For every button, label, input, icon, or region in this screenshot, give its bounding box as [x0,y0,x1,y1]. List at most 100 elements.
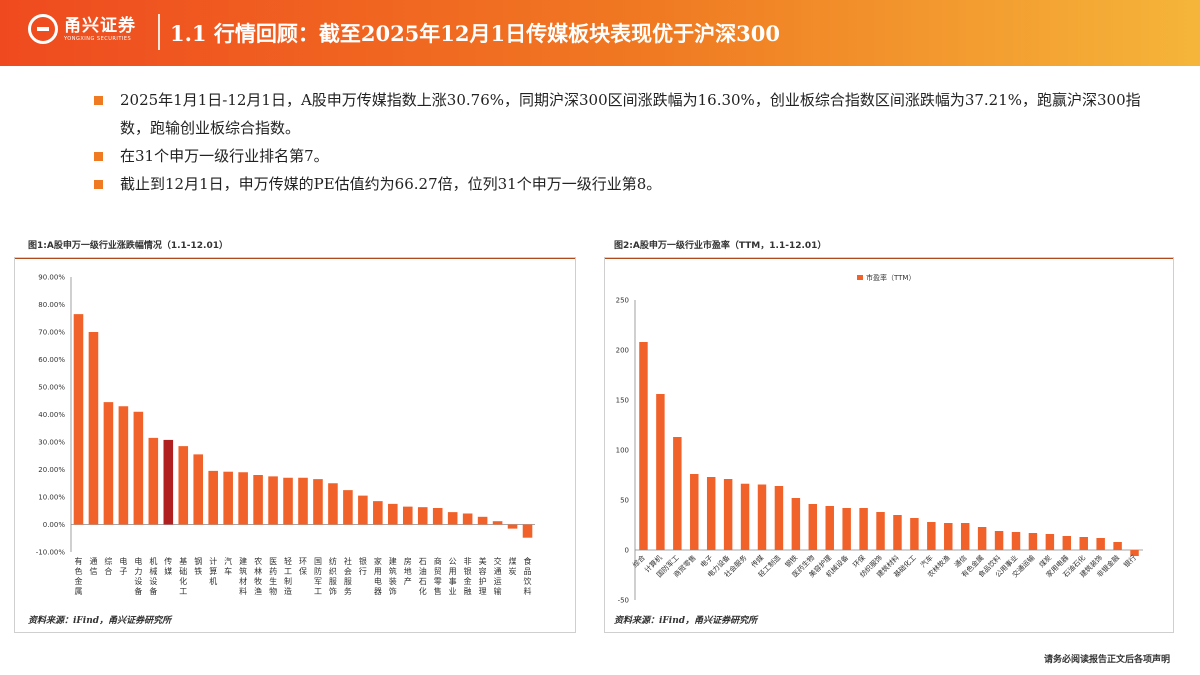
bar [358,495,368,525]
bar [193,454,204,525]
bar [298,477,308,525]
x-tick-label: 石油石化 [419,557,427,596]
logo-name: 甬兴证券 [64,15,136,36]
bar [373,501,383,525]
y-tick-label: 0.00% [43,521,66,529]
bar [842,508,851,550]
bar [343,490,353,525]
bar [944,523,953,550]
legend-swatch [857,275,863,280]
bullet-square-icon [94,180,103,189]
disclaimer-footer: 请务必阅读报告正文后各项声明 [1043,655,1170,665]
bar [283,477,293,525]
y-tick-label: 40.00% [38,411,65,419]
x-tick-label: 有色金属 [74,556,82,596]
chart1-title: 图1:A股申万一级行业涨跌幅情况（1.1-12.01） [28,241,228,251]
bar [462,513,473,525]
chart1-source: 资料来源：iFind，甬兴证券研究所 [28,616,172,626]
x-tick-label: 商贸零售 [434,556,442,596]
bar [876,512,885,550]
page-title: 1.1 行情回顾：截至2025年12月1日传媒板块表现优于沪深300 [170,21,780,46]
chart2-title: 图2:A股申万一级行业市盈率（TTM，1.1-12.01） [614,241,827,251]
y-tick-label: -10.00% [36,549,66,557]
x-tick-label: 计算机 [209,556,217,586]
x-tick-label: 银行 [359,556,367,576]
y-tick-label: 250 [616,297,629,305]
y-tick-label: 70.00% [38,329,65,337]
bar [690,474,699,550]
bar [706,477,716,550]
y-tick-label: 30.00% [38,439,65,447]
bar [492,521,503,525]
bar [673,437,682,550]
x-tick-label: 电力设备 [134,556,142,596]
bar [639,342,648,550]
bar [477,516,488,525]
x-tick-label: 房地产 [404,556,412,586]
bar [432,508,443,525]
bar [522,524,533,538]
bar [313,479,323,525]
bullet-square-icon [94,152,103,161]
y-tick-label: -50 [618,597,629,605]
x-tick-label: 农林牧渔 [254,556,262,596]
bar [88,332,99,525]
bar [417,507,428,525]
x-tick-label: 环保 [299,557,307,576]
bar [808,504,818,550]
bar [1130,550,1139,556]
bar [178,446,189,525]
bar [893,515,902,550]
bar [1079,537,1088,550]
bar [402,506,413,525]
x-tick-label: 基础化工 [179,556,187,596]
y-tick-label: 80.00% [38,301,65,309]
bar [791,498,801,550]
chart1-frame: 90.00% 80.00% 70.00% 60.00% 50.00% 40.00% 30.0… [14,257,576,633]
bar [859,508,868,550]
x-tick-label: 医药生物 [269,557,277,596]
x-tick-label: 公用事业 [449,557,457,596]
bar [825,506,834,550]
x-tick-label: 交通运输 [494,556,502,596]
bar [1045,534,1055,550]
x-tick-label: 综合 [104,556,112,576]
chart2-frame: 250 200 150 100 50 0 -50 综合 计算机 国防军工 商贸零售 电子 电力设备 社会服… [604,257,1174,633]
x-tick-label: 食品饮料 [524,556,532,596]
x-tick-label: 轻工制造 [284,556,292,596]
bar [388,503,398,525]
bar [1011,532,1021,550]
chart1-rule [14,257,576,259]
bar [1028,533,1038,550]
y-tick-label: 100 [616,447,629,455]
x-tick-label: 美容护理 [479,556,487,596]
bar [223,471,233,525]
bullet-list: 2025年1月1日-12月1日，A股申万传媒指数上涨30.76%，同期沪深300… [94,86,1144,198]
bar [118,406,129,525]
bar [994,531,1004,550]
brand-logo: 甬兴证券 YONGXING SECURITIES [28,14,136,44]
y-tick-label: 0 [625,547,629,555]
bar [910,518,919,550]
bar [73,314,84,525]
x-tick-label: 钢铁 [194,556,202,576]
x-tick-label: 煤炭 [509,556,517,576]
y-tick-label: 150 [616,397,629,405]
bullet-text: 在31个申万一级行业排名第7。 [120,147,329,165]
chart2-source: 资料来源：iFind，甬兴证券研究所 [614,616,758,626]
bullet-text: 2025年1月1日-12月1日，A股申万传媒指数上涨30.76%，同期沪深300… [120,91,1141,137]
legend-label: 市盈率（TTM） [866,273,915,282]
bar [960,523,970,550]
chart2-rule [604,257,1174,259]
x-tick-label: 纺织服饰 [329,556,337,596]
bar [740,483,750,550]
x-tick-label: 机械设备 [149,556,157,596]
x-tick-label: 电子 [119,556,127,576]
y-tick-label: 60.00% [38,356,65,364]
x-tick-label: 建筑材料 [239,556,247,596]
bar [268,476,278,525]
bar [723,479,733,550]
bullet-item: 在31个申万一级行业排名第7。 [94,142,1144,170]
bar [774,486,784,550]
bar [253,475,263,525]
